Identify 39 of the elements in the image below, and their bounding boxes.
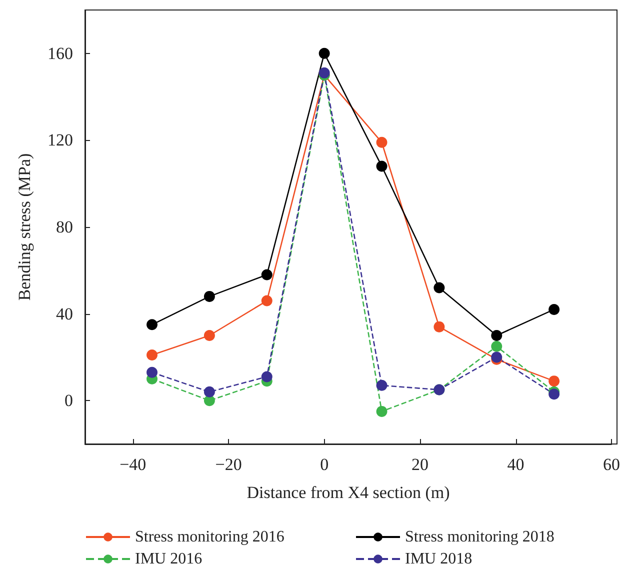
x-tick-label: −40 (120, 455, 146, 474)
y-tick-label: 160 (48, 44, 73, 63)
point (146, 366, 158, 378)
point (204, 386, 215, 398)
point (491, 340, 502, 352)
x-tick-label: 20 (412, 455, 429, 474)
point (548, 388, 560, 400)
x-tick-label: 0 (320, 455, 329, 474)
y-axis-title: Bending stress (MPa) (15, 153, 34, 301)
point (548, 376, 560, 387)
point (376, 380, 388, 391)
x-tick-label: 60 (603, 455, 620, 474)
x-tick-label: 40 (507, 455, 524, 474)
point (376, 136, 388, 148)
point (261, 371, 272, 382)
point (376, 160, 388, 172)
point (146, 319, 158, 330)
y-tick-label: 40 (56, 304, 73, 324)
legend-label: IMU 2018 (405, 550, 472, 568)
point (204, 290, 215, 302)
y-tick-label: 120 (48, 130, 73, 150)
legend-label: IMU 2016 (135, 550, 202, 568)
point (376, 406, 388, 417)
point (548, 304, 560, 315)
x-tick-label: −20 (215, 455, 242, 474)
point (491, 330, 502, 341)
point (204, 330, 215, 341)
legend-label: Stress monitoring 2016 (135, 528, 284, 546)
point (261, 295, 272, 306)
legend-label: Stress monitoring 2018 (405, 528, 554, 546)
point (434, 282, 445, 294)
x-axis-title: Distance from X4 section (m) (246, 483, 450, 502)
y-tick-label: 80 (56, 218, 73, 236)
point (318, 48, 330, 59)
y-tick-label: 0 (64, 391, 73, 410)
point (434, 321, 445, 332)
point (146, 350, 158, 361)
point (261, 269, 272, 280)
point (318, 67, 330, 78)
